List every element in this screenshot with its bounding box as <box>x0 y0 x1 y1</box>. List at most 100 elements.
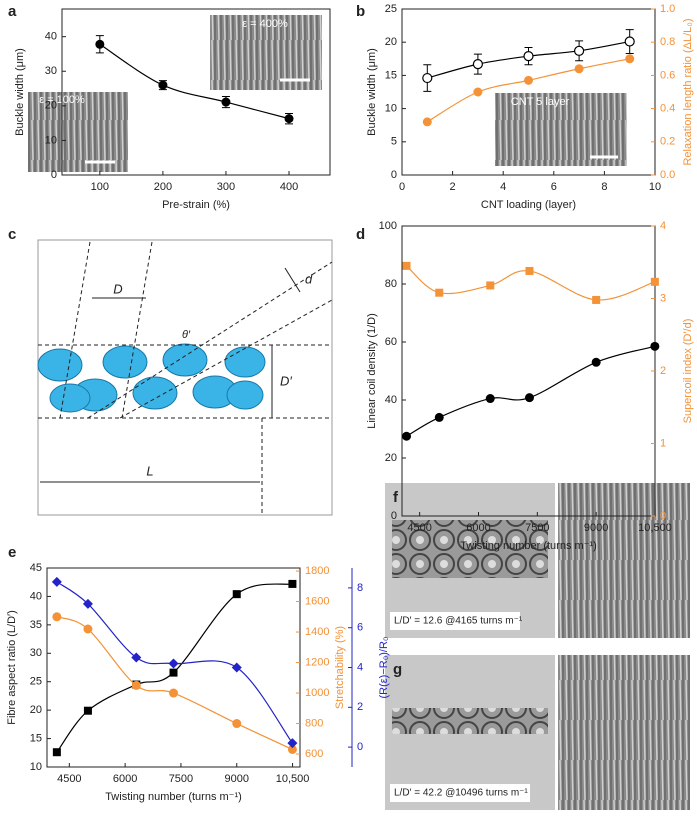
diagram-frame <box>37 239 333 516</box>
marker <box>169 668 178 677</box>
marker <box>485 394 495 404</box>
y-tick-label: 25 <box>30 676 42 688</box>
y3-tick-label: 4 <box>357 661 363 673</box>
caption-bg <box>390 784 530 802</box>
dim-label: θ′ <box>182 329 191 341</box>
y2-tick-label: 600 <box>305 748 323 760</box>
marker <box>650 341 660 351</box>
x-axis-label: Pre-strain (%) <box>162 199 230 211</box>
marker <box>573 45 585 56</box>
y-tick-label: 0 <box>51 169 57 181</box>
dim-label: d <box>305 271 313 286</box>
marker <box>284 114 294 124</box>
plot-frame <box>61 8 331 176</box>
coil-drawing <box>37 343 266 413</box>
marker <box>422 72 433 84</box>
y-tick-label: 0 <box>391 169 397 181</box>
fit-line <box>406 345 656 437</box>
marker <box>592 295 601 304</box>
marker <box>650 277 659 286</box>
y2-tick-label: 1800 <box>305 565 329 577</box>
y-tick-label: 20 <box>385 452 397 464</box>
y3-tick-label: 6 <box>357 622 363 634</box>
photo <box>558 483 690 638</box>
marker <box>524 75 533 85</box>
y-tick-label: 30 <box>45 65 57 77</box>
marker <box>624 36 635 47</box>
y2-tick-label: 4 <box>660 220 666 232</box>
y-tick-label: 10 <box>385 103 397 115</box>
panel-label: g <box>393 661 402 678</box>
inset-image <box>28 92 128 172</box>
caption-bg <box>390 612 520 630</box>
photo-content <box>392 708 548 734</box>
y2-axis-label: Stretchability (%) <box>334 626 346 709</box>
x-tick-label: 9000 <box>584 522 608 534</box>
y2-tick-label: 1 <box>660 437 666 449</box>
marker <box>131 680 141 690</box>
marker <box>574 64 584 74</box>
x-tick-label: 10,500 <box>638 522 672 534</box>
y2-tick-label: 1.0 <box>660 3 675 15</box>
y-tick-label: 0 <box>391 510 397 522</box>
y-axis-label: Linear coil density (1/D) <box>366 313 378 429</box>
panel-label: f <box>393 489 399 506</box>
y-tick-label: 5 <box>391 136 397 148</box>
marker <box>169 688 178 698</box>
fit-line <box>99 43 290 120</box>
inset-image <box>210 15 322 90</box>
marker <box>288 579 297 588</box>
x-tick-label: 0 <box>399 181 405 193</box>
x-tick-label: 400 <box>280 181 298 193</box>
y-tick-label: 45 <box>30 562 42 574</box>
plot-frame <box>46 567 301 768</box>
y2-tick-label: 0.4 <box>660 103 675 115</box>
panel-label: a <box>8 3 17 20</box>
marker <box>287 738 298 749</box>
marker <box>523 51 534 62</box>
y-tick-label: 100 <box>379 220 397 232</box>
x-axis-label: CNT loading (layer) <box>481 199 576 211</box>
y-tick-label: 80 <box>385 278 397 290</box>
marker <box>82 598 93 609</box>
y3-tick-label: 2 <box>357 701 363 713</box>
marker <box>51 576 62 587</box>
dim-label: D <box>113 281 122 296</box>
y-tick-label: 20 <box>385 36 397 48</box>
marker <box>168 658 179 669</box>
y-tick-label: 40 <box>385 394 397 406</box>
inset-image <box>495 93 627 166</box>
y2-tick-label: 3 <box>660 292 666 304</box>
x-tick-label: 4500 <box>57 773 81 785</box>
marker <box>402 261 411 270</box>
x-tick-label: 6000 <box>113 773 137 785</box>
y2-tick-label: 1000 <box>305 687 329 699</box>
x-tick-label: 200 <box>154 181 172 193</box>
guide-lines <box>38 241 333 515</box>
photo-caption: L/D′ = 12.6 @4165 turns m⁻¹ <box>394 616 523 627</box>
y2-tick-label: 0.0 <box>660 169 675 181</box>
y3-axis-label: (R(ε)−R₀)/R₀ <box>378 637 390 699</box>
marker <box>52 748 61 757</box>
marker <box>232 590 241 599</box>
y2-axis-label: Supercoil index (D′/d) <box>682 319 694 424</box>
x-tick-label: 8 <box>601 181 607 193</box>
y2-tick-label: 2 <box>660 365 666 377</box>
marker <box>472 59 483 70</box>
y2-tick-label: 1200 <box>305 656 329 668</box>
marker <box>83 706 92 715</box>
marker <box>52 612 62 622</box>
x-axis-label: Twisting number (turns m⁻¹) <box>105 791 242 803</box>
x-axis-label: Twisting number (turns m⁻¹) <box>460 540 597 552</box>
y-tick-label: 20 <box>45 100 57 112</box>
marker <box>473 87 483 97</box>
panel-label: e <box>8 544 16 561</box>
photo-content <box>392 520 548 578</box>
dim-label: L <box>146 463 153 478</box>
marker <box>435 288 444 297</box>
x-tick-label: 10,500 <box>276 773 310 785</box>
marker <box>434 412 444 422</box>
inset-label: CNT 5 layer <box>511 96 570 108</box>
panel-label: b <box>356 3 365 20</box>
